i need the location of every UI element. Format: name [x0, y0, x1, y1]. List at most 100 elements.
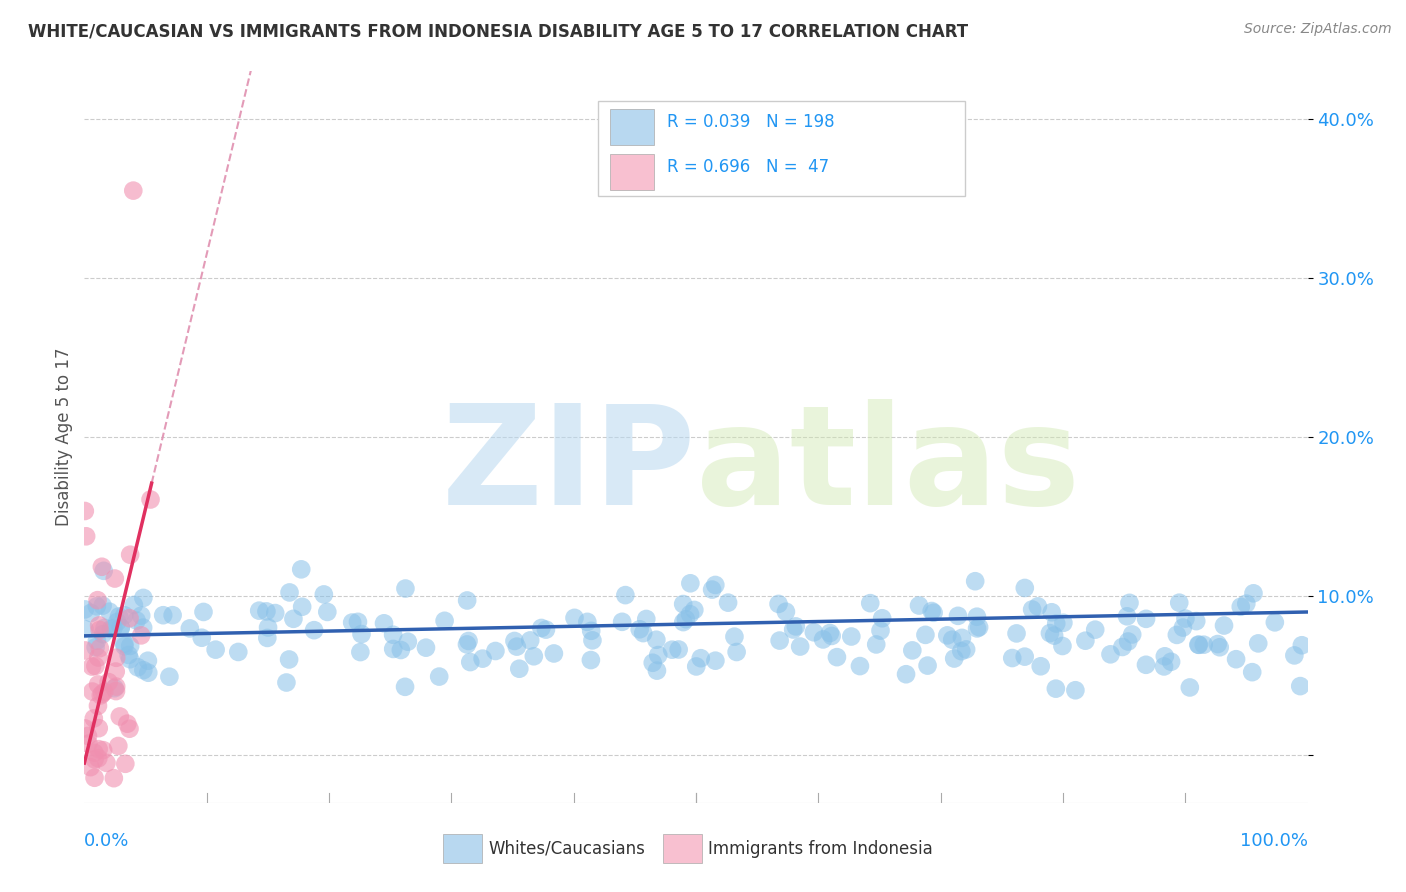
Point — [1039, 626, 1062, 640]
Point — [87, 650, 110, 665]
Point — [125, 614, 148, 628]
Point — [117, 716, 139, 731]
Point — [1168, 596, 1191, 610]
Point — [943, 651, 966, 665]
Point — [1021, 602, 1043, 616]
Point — [283, 612, 305, 626]
Point — [254, 604, 277, 618]
Point — [73, 504, 96, 518]
Point — [104, 572, 127, 586]
Point — [162, 608, 184, 623]
Point — [415, 640, 437, 655]
Point — [108, 609, 131, 624]
Point — [1099, 648, 1122, 662]
Point — [1185, 614, 1208, 628]
Text: 100.0%: 100.0% — [1240, 832, 1308, 850]
Point — [1234, 597, 1257, 611]
Point — [675, 612, 697, 626]
Point — [89, 618, 111, 632]
Point — [278, 652, 301, 666]
Point — [290, 562, 312, 576]
Point — [87, 698, 110, 713]
Point — [946, 608, 969, 623]
Point — [689, 651, 711, 665]
Point — [87, 742, 110, 756]
Point — [112, 637, 135, 651]
Point — [672, 597, 695, 611]
Point — [966, 622, 988, 636]
Point — [950, 644, 973, 658]
Point — [941, 632, 963, 647]
FancyBboxPatch shape — [664, 834, 702, 863]
Point — [93, 621, 115, 635]
Point — [247, 604, 270, 618]
Point — [80, 606, 103, 620]
Point — [581, 633, 603, 648]
Point — [75, 722, 97, 736]
Point — [91, 687, 114, 701]
Point — [825, 650, 848, 665]
Point — [768, 597, 790, 611]
Point — [1111, 640, 1133, 654]
Point — [91, 627, 114, 641]
Point — [1225, 652, 1247, 666]
Point — [1264, 615, 1286, 630]
Point — [1001, 651, 1024, 665]
Point — [1064, 683, 1087, 698]
Point — [90, 689, 112, 703]
Point — [789, 640, 811, 654]
Point — [1052, 615, 1074, 630]
Point — [723, 630, 745, 644]
Point — [1153, 649, 1175, 664]
Point — [179, 621, 201, 635]
Point — [1118, 596, 1140, 610]
Point — [641, 656, 664, 670]
Point — [80, 659, 103, 673]
Point — [1213, 618, 1236, 632]
Point — [564, 611, 586, 625]
Point — [83, 746, 105, 760]
Point — [1192, 638, 1215, 652]
Point — [614, 588, 637, 602]
Point — [87, 751, 110, 765]
Point — [132, 591, 155, 605]
Point — [530, 621, 553, 635]
Point — [668, 642, 690, 657]
Point — [1135, 612, 1157, 626]
Point — [349, 645, 371, 659]
Point — [628, 622, 651, 636]
Point — [83, 771, 105, 785]
Point — [917, 658, 939, 673]
Point — [97, 675, 120, 690]
Point — [427, 670, 450, 684]
Y-axis label: Disability Age 5 to 17: Disability Age 5 to 17 — [55, 348, 73, 526]
Point — [136, 665, 159, 680]
Point — [519, 633, 541, 648]
Point — [685, 659, 707, 673]
Point — [193, 605, 215, 619]
Point — [636, 612, 658, 626]
Point — [118, 611, 141, 625]
Point — [77, 729, 100, 743]
Point — [456, 637, 478, 651]
Point — [1206, 637, 1229, 651]
Point — [865, 637, 887, 651]
Point — [1160, 655, 1182, 669]
Point — [82, 684, 104, 698]
Point — [394, 680, 416, 694]
Point — [503, 634, 526, 648]
Point — [1029, 659, 1052, 673]
Point — [107, 739, 129, 753]
Point — [683, 603, 706, 617]
Point — [433, 614, 456, 628]
Point — [1045, 616, 1067, 631]
Point — [936, 628, 959, 642]
Point — [190, 631, 212, 645]
Point — [908, 599, 931, 613]
Point — [316, 605, 339, 619]
Point — [922, 606, 945, 620]
Point — [471, 651, 494, 665]
Point — [89, 641, 111, 656]
Point — [894, 667, 917, 681]
Point — [579, 653, 602, 667]
